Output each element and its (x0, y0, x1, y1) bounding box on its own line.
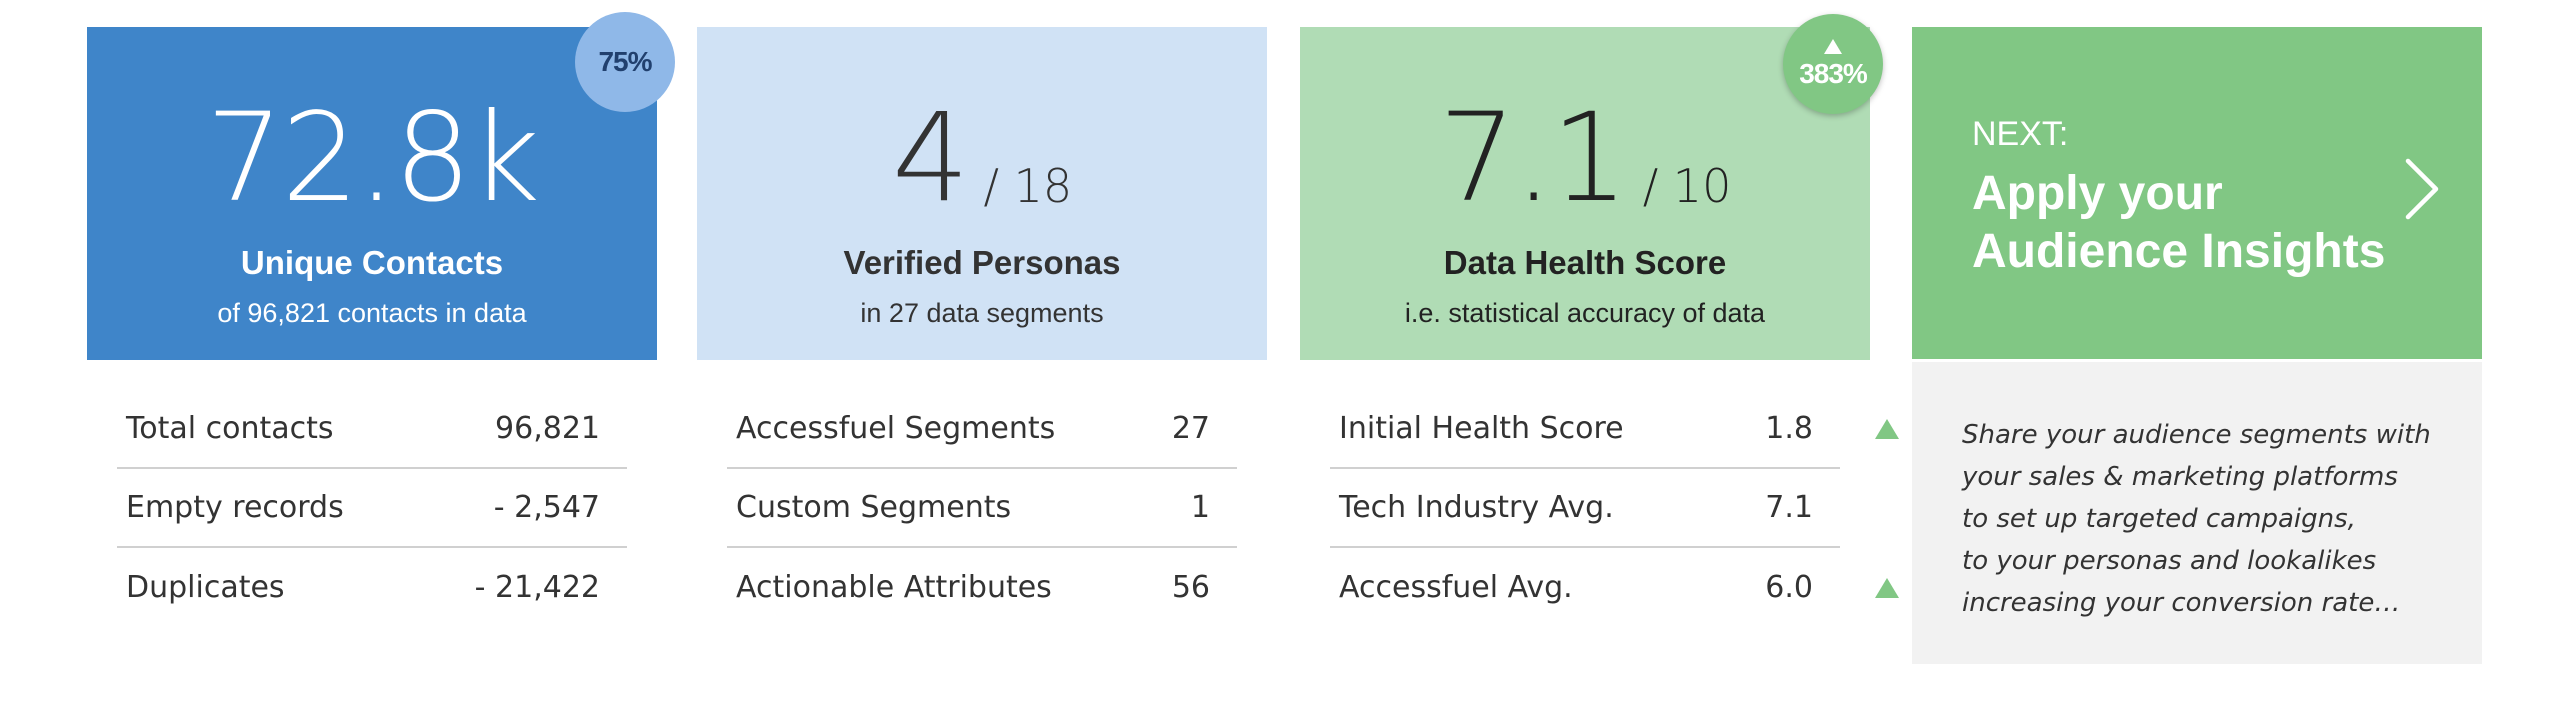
table-row: Accessfuel Segments 27 (727, 390, 1237, 469)
row-value: - 21,422 (474, 570, 600, 605)
verified-personas-value: 4 (891, 87, 970, 229)
verified-personas-title: Verified Personas (843, 244, 1121, 281)
data-health-growth-badge: 383% (1783, 14, 1883, 114)
data-health-title: Data Health Score (1443, 244, 1727, 281)
table-row: Duplicates - 21,422 (117, 548, 627, 627)
next-title: Apply your Audience Insights (1972, 167, 2386, 278)
next-step-card[interactable]: NEXT: Apply your Audience Insights (1912, 27, 2482, 359)
data-health-card: 7.1 / 10 Data Health Score i.e. statisti… (1300, 27, 1870, 360)
unique-contacts-card: 72.8k Unique Contacts of 96,821 contacts… (87, 27, 657, 360)
share-line: Share your audience segments with (1962, 420, 2431, 450)
unique-contacts-value: 72.8k (205, 87, 540, 229)
row-label: Custom Segments (736, 490, 1012, 525)
row-label: Initial Health Score (1339, 411, 1624, 446)
share-line: to your personas and lookalikes (1962, 546, 2377, 576)
share-line: to set up targeted campaigns, (1962, 504, 2356, 534)
share-line: your sales & marketing platforms (1962, 462, 2398, 492)
share-panel: Share your audience segments with your s… (1912, 362, 2482, 664)
table-row: Accessfuel Avg. 6.0 (1330, 548, 1899, 627)
row-label: Total contacts (126, 411, 334, 446)
triangle-up-icon (1875, 418, 1899, 439)
row-label: Empty records (126, 490, 344, 525)
row-value: 1 (1190, 490, 1210, 525)
row-value: 1.8 (1765, 411, 1813, 446)
verified-personas-subtitle: in 27 data segments (860, 298, 1104, 328)
table-row: Total contacts 96,821 (117, 390, 627, 469)
table-row: Initial Health Score 1.8 (1330, 390, 1899, 469)
data-health-denominator: / 10 (1642, 159, 1732, 213)
table-row: Actionable Attributes 56 (727, 548, 1237, 627)
data-health-growth-text: 383% (1799, 57, 1868, 89)
triangle-up-icon (1875, 577, 1899, 598)
row-label: Accessfuel Avg. (1339, 570, 1573, 605)
segments-breakdown-table: Accessfuel Segments 27 Custom Segments 1… (727, 390, 1237, 627)
row-value: 56 (1171, 570, 1210, 605)
verified-personas-denominator: / 18 (983, 159, 1073, 213)
unique-contacts-title: Unique Contacts (240, 244, 504, 281)
row-value: 7.1 (1765, 490, 1813, 525)
row-label: Actionable Attributes (736, 570, 1052, 605)
unique-contacts-subtitle: of 96,821 contacts in data (217, 298, 527, 328)
next-label: NEXT: (1972, 115, 2069, 153)
data-health-value: 7.1 (1438, 87, 1629, 229)
share-line: increasing your conversion rate… (1962, 588, 2401, 618)
row-value: 96,821 (495, 411, 600, 446)
data-health-subtitle: i.e. statistical accuracy of data (1404, 298, 1766, 328)
row-value: - 2,547 (493, 490, 600, 525)
table-row: Tech Industry Avg. 7.1 (1330, 469, 1840, 548)
unique-contacts-percent-text: 75% (598, 46, 652, 77)
health-score-table: Initial Health Score 1.8 Tech Industry A… (1330, 390, 1899, 627)
row-label: Tech Industry Avg. (1339, 490, 1614, 525)
contacts-breakdown-table: Total contacts 96,821 Empty records - 2,… (117, 390, 627, 627)
unique-contacts-percent-badge: 75% (575, 12, 675, 112)
row-value: 27 (1171, 411, 1210, 446)
table-row: Empty records - 2,547 (117, 469, 627, 548)
row-label: Accessfuel Segments (736, 411, 1056, 446)
table-row: Custom Segments 1 (727, 469, 1237, 548)
chevron-right-icon[interactable] (2402, 157, 2442, 221)
triangle-up-icon (1824, 38, 1842, 54)
row-value: 6.0 (1765, 570, 1813, 605)
row-label: Duplicates (126, 570, 285, 605)
verified-personas-card: 4 / 18 Verified Personas in 27 data segm… (697, 27, 1267, 360)
